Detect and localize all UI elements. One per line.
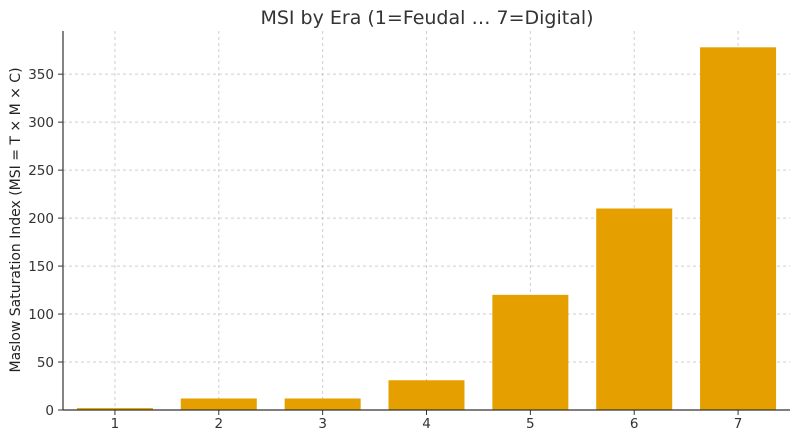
- x-tick-label: 1: [111, 416, 120, 432]
- grid-layer: [63, 31, 790, 410]
- y-tick-label: 350: [28, 67, 54, 83]
- y-tick-label: 0: [45, 403, 54, 419]
- y-tick-label: 250: [28, 163, 54, 179]
- x-tick-label: 5: [526, 416, 535, 432]
- bar-era-7: [700, 47, 777, 410]
- y-tick-label: 150: [28, 259, 54, 275]
- axes-layer: 0 50 100 150 200 250 300 350 1 2 3 4 5 6 7: [28, 31, 790, 432]
- chart-title: MSI by Era (1=Feudal … 7=Digital): [260, 7, 593, 29]
- x-tick-label: 2: [214, 416, 223, 432]
- bar-era-1: [76, 408, 153, 410]
- y-axis-label: Maslow Saturation Index (MSI = T × M × C…: [8, 67, 24, 372]
- bar-era-5: [492, 294, 569, 410]
- bars-layer: [76, 47, 777, 410]
- bar-era-4: [388, 380, 465, 410]
- y-tick-label: 300: [28, 115, 54, 131]
- y-tick-label: 50: [37, 355, 54, 371]
- x-tick-label: 7: [734, 416, 743, 432]
- bar-era-6: [596, 208, 673, 410]
- bar-era-3: [284, 398, 361, 410]
- y-tick-label: 200: [28, 211, 54, 227]
- x-tick-label: 3: [318, 416, 327, 432]
- x-tick-label: 4: [422, 416, 431, 432]
- bar-era-2: [180, 398, 257, 410]
- y-tick-label: 100: [28, 307, 54, 323]
- x-tick-label: 6: [630, 416, 639, 432]
